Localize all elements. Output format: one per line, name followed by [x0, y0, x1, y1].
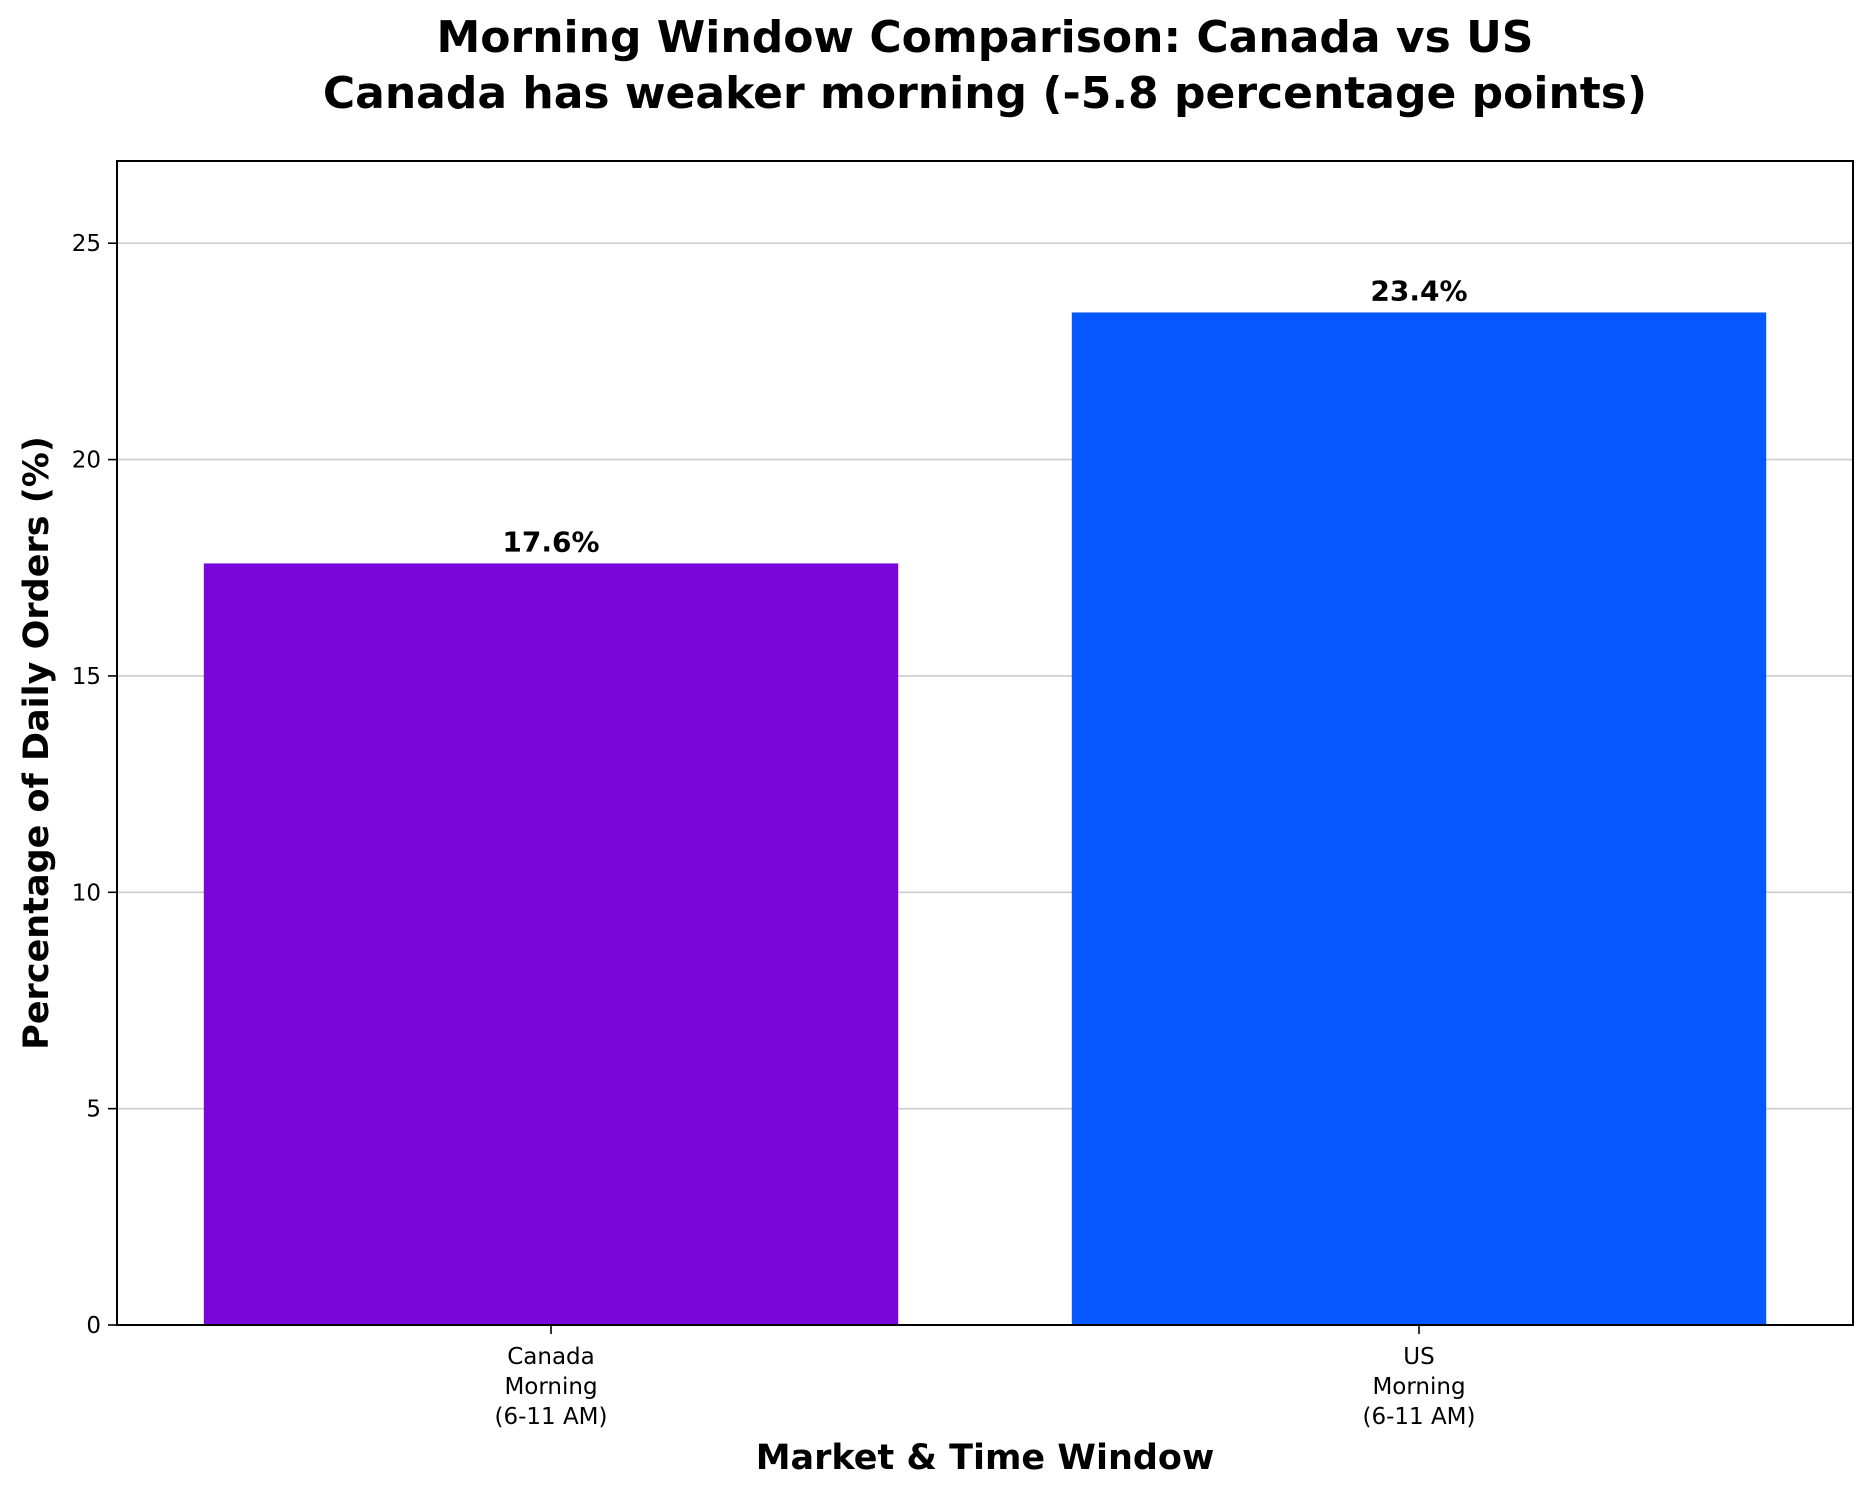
- plot-frame: [116, 160, 1854, 1326]
- value-labels: 17.6% 23.4%: [502, 274, 1467, 558]
- y-tick-label: 10: [72, 880, 101, 906]
- x-axis-ticks: Canada Morning (6-11 AM) US Morning (6-11 AM): [494, 1325, 1476, 1430]
- x-tick-label: Morning: [504, 1374, 597, 1400]
- y-tick-label: 0: [86, 1313, 101, 1339]
- x-tick-label: Morning: [1372, 1374, 1465, 1400]
- y-tick-label: 15: [72, 664, 101, 690]
- bars: [203, 312, 1767, 1325]
- y-tick-label: 25: [72, 231, 101, 257]
- bar: [203, 563, 899, 1325]
- x-tick-label: (6-11 AM): [1362, 1404, 1475, 1430]
- chart-title: Morning Window Comparison: Canada vs US: [437, 12, 1534, 63]
- x-axis-label: Market & Time Window: [756, 1438, 1215, 1478]
- x-tick-label: Canada: [507, 1344, 595, 1370]
- chart-subtitle: Canada has weaker morning (-5.8 percenta…: [323, 68, 1647, 119]
- x-tick-label: (6-11 AM): [494, 1404, 607, 1430]
- x-tick-label: US: [1403, 1344, 1434, 1370]
- bar-value-label: 17.6%: [502, 525, 599, 558]
- y-axis-ticks: 0 5 10 15 20 25: [72, 231, 117, 1339]
- y-tick-label: 20: [72, 448, 101, 474]
- y-axis-label: Percentage of Daily Orders (%): [17, 436, 57, 1050]
- bar: [1071, 312, 1767, 1325]
- y-tick-label: 5: [86, 1097, 101, 1123]
- bar-value-label: 23.4%: [1370, 274, 1467, 307]
